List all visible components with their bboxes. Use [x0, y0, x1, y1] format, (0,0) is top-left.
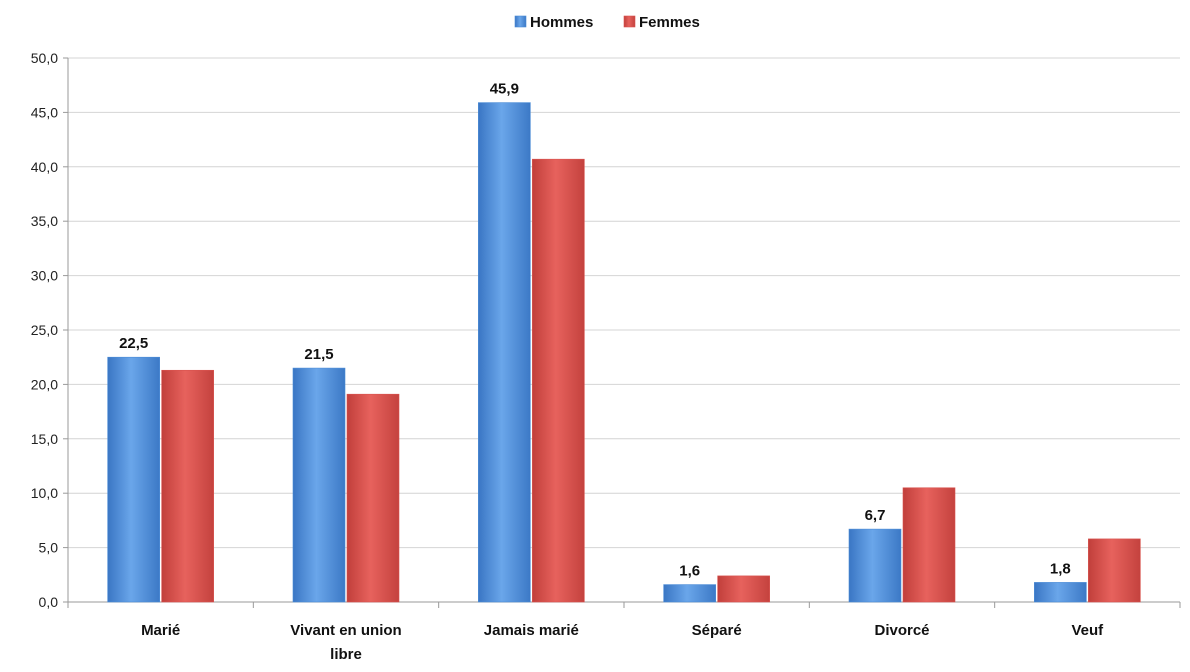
y-tick-label: 50,0: [31, 50, 58, 66]
data-label: 45,9: [490, 81, 519, 98]
bar-femmes-5: [1088, 538, 1141, 603]
data-label: 1,8: [1050, 560, 1071, 577]
bar-femmes-2: [532, 158, 585, 603]
x-tick-label: Vivant en union: [290, 622, 401, 639]
bar-hommes-1: [292, 367, 346, 603]
y-tick-label: 15,0: [31, 431, 58, 447]
x-tick-label: Séparé: [692, 622, 742, 639]
x-tick-label: Jamais marié: [484, 622, 579, 639]
bar-femmes-1: [346, 393, 400, 603]
data-label: 1,6: [679, 563, 700, 580]
y-tick-label: 25,0: [31, 322, 58, 338]
bar-femmes-4: [902, 487, 956, 603]
bar-hommes-4: [848, 528, 902, 603]
labels: 22,5 Marié 21,5 Vivant en union libre 45,9 Jam…: [119, 81, 1104, 663]
bar-hommes-0: [107, 356, 160, 603]
x-tick-label: libre: [330, 646, 362, 663]
bar-femmes-3: [717, 575, 770, 603]
legend: Hommes Femmes: [514, 14, 700, 31]
data-label: 6,7: [865, 507, 886, 524]
data-label: 21,5: [304, 346, 333, 363]
legend-swatch-hommes: [514, 15, 527, 28]
y-tick-label: 5,0: [39, 540, 59, 556]
legend-label-femmes: Femmes: [639, 14, 700, 31]
x-tick-label: Veuf: [1071, 622, 1104, 639]
y-tick-label: 35,0: [31, 213, 58, 229]
axes: 0,0 5,0 10,0 15,0 20,0 25,0 30,0 35,0 40,0 45,0 50…: [31, 50, 1181, 610]
x-tick-label: Marié: [141, 622, 180, 639]
y-tick-label: 40,0: [31, 159, 58, 175]
data-label: 22,5: [119, 335, 148, 352]
bar-hommes-3: [663, 584, 716, 603]
bar-femmes-0: [161, 369, 214, 603]
legend-swatch-femmes: [623, 15, 636, 28]
bar-hommes-2: [478, 102, 531, 603]
gridlines: [68, 57, 1180, 603]
x-tick-label: Divorcé: [874, 622, 929, 639]
bars: [107, 102, 1141, 603]
y-tick-label: 10,0: [31, 485, 58, 501]
y-tick-label: 0,0: [39, 594, 59, 610]
y-tick-label: 30,0: [31, 268, 58, 284]
y-tick-label: 45,0: [31, 104, 58, 120]
legend-label-hommes: Hommes: [530, 14, 593, 31]
y-tick-label: 20,0: [31, 376, 58, 392]
bar-hommes-5: [1034, 582, 1087, 603]
